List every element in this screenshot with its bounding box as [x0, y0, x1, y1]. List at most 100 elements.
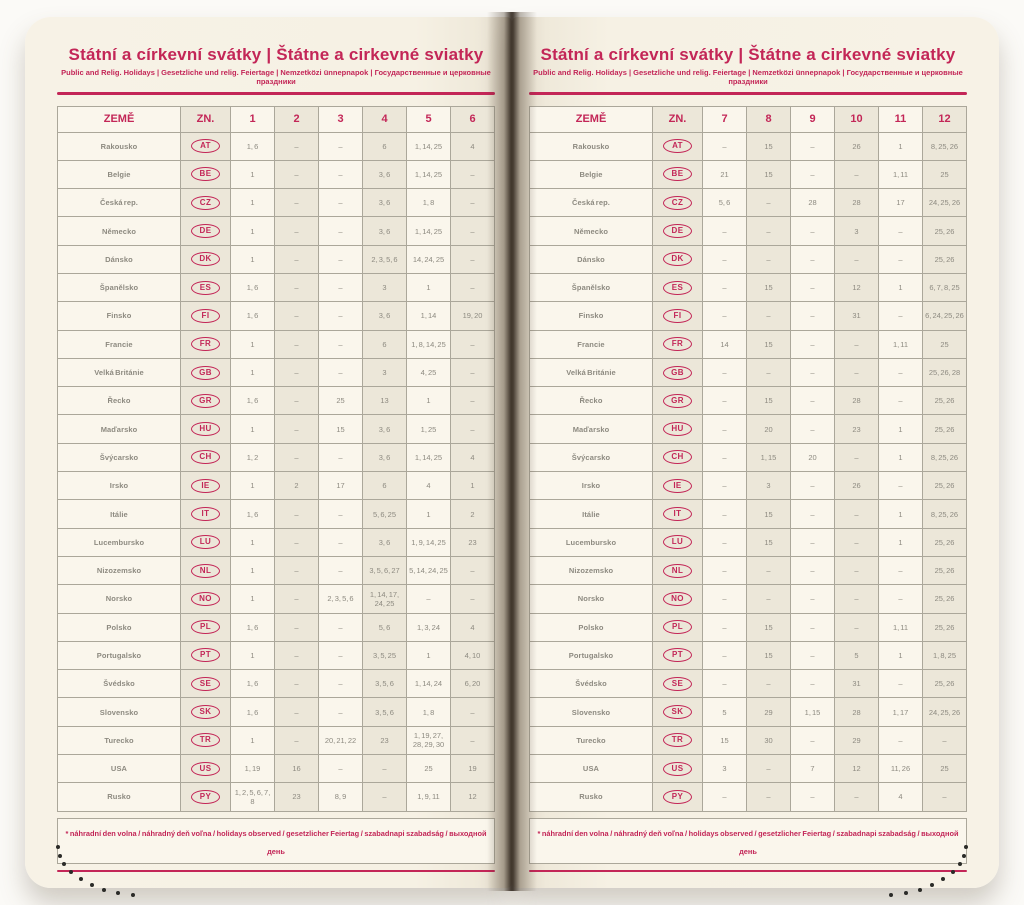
country-code-badge: HU [191, 422, 220, 437]
holiday-days-cell: – [790, 159, 835, 190]
holiday-days-cell: 25, 26 [922, 471, 967, 501]
country-code-cell: GR [652, 386, 703, 416]
holiday-days-cell: – [318, 244, 363, 274]
holiday-days-cell: – [274, 725, 319, 756]
holiday-days-cell: 30 [746, 725, 791, 756]
country-name: Rusko [57, 782, 181, 812]
table-row: Norsko NO – – – – –25, 26 [529, 584, 967, 614]
country-code-cell: SE [652, 669, 703, 699]
holiday-days-cell: 7 [790, 754, 835, 784]
holiday-days-cell: 29 [834, 725, 879, 756]
holiday-days-cell: 1, 9, 11 [406, 782, 451, 812]
holiday-days-cell: 1, 8 [406, 188, 451, 218]
country-name: Turecko [529, 725, 653, 756]
holiday-days-cell: 25 [922, 159, 967, 190]
month-column-header: 9 [790, 105, 835, 133]
holiday-days-cell: – [834, 782, 879, 812]
holiday-days-cell: 20 [746, 414, 791, 444]
country-name: Švýcarsko [57, 442, 181, 473]
holiday-days-cell: – [362, 782, 407, 812]
holiday-days-cell: – [318, 216, 363, 246]
perforation-dot [116, 891, 121, 896]
holiday-days-cell: 19, 20 [450, 301, 495, 331]
holiday-days-cell: – [318, 188, 363, 218]
holiday-days-cell: 3 [362, 272, 407, 303]
country-code-cell: IT [180, 499, 231, 529]
holiday-days-cell: 8, 25, 26 [922, 499, 967, 529]
perforation-dot [130, 892, 135, 897]
holiday-days-cell: – [790, 584, 835, 614]
country-name: Belgie [57, 159, 181, 190]
holiday-days-cell: 1 [230, 244, 275, 274]
holiday-days-cell: – [362, 754, 407, 784]
holiday-days-cell: 28 [790, 188, 835, 218]
holiday-days-cell: – [790, 527, 835, 557]
table-row: USA US 3–7 12 11, 26 25 [529, 754, 967, 784]
holiday-days-cell: – [450, 697, 495, 727]
country-name: Rakousko [529, 131, 653, 161]
holiday-days-cell: – [702, 131, 747, 161]
holiday-days-cell: 1 [230, 555, 275, 586]
holiday-days-cell: 1, 14, 25 [406, 442, 451, 473]
holiday-days-cell: – [790, 131, 835, 161]
country-name: Maďarsko [57, 414, 181, 444]
holiday-days-cell: – [790, 782, 835, 812]
country-code-badge: CZ [663, 195, 692, 210]
page-title: Státní a církevní svátky | Štátne a cirk… [68, 45, 484, 64]
country-name: Norsko [57, 584, 181, 614]
holiday-days-cell: – [790, 640, 835, 671]
holiday-days-cell: 1 [230, 527, 275, 557]
holiday-days-cell: 2 [274, 471, 319, 501]
holiday-days-cell: 1 [406, 640, 451, 671]
holiday-days-cell: 25, 26 [922, 669, 967, 699]
holiday-days-cell: 1, 14, 24 [406, 669, 451, 699]
country-name: Francie [57, 329, 181, 359]
table-row: Polsko PL –15– –1, 11 25, 26 [529, 612, 967, 642]
holiday-days-cell: – [790, 725, 835, 756]
perforation-dot [917, 888, 922, 893]
country-code-cell: LU [652, 527, 703, 557]
holiday-days-cell: – [274, 357, 319, 388]
perforation-dot [941, 877, 946, 882]
perforation-dot [102, 888, 107, 893]
holiday-days-cell: – [318, 527, 363, 557]
holiday-days-cell: – [878, 357, 923, 388]
holiday-days-cell: 4 [878, 782, 923, 812]
holiday-days-cell: – [878, 471, 923, 501]
table-row: Maďarsko HU 1–15 3, 6 1, 25– [57, 414, 495, 444]
holiday-days-cell: – [790, 669, 835, 699]
country-name: Česká rep. [529, 188, 653, 218]
country-code-cell: PY [180, 782, 231, 812]
holiday-days-cell: – [878, 244, 923, 274]
holiday-days-cell: 24, 25, 26 [922, 697, 967, 727]
holiday-days-cell: – [318, 329, 363, 359]
country-code-badge: CH [663, 450, 692, 465]
country-code-cell: CH [180, 442, 231, 473]
holiday-days-cell: 6, 20 [450, 669, 495, 699]
country-code-cell: ES [180, 272, 231, 303]
holiday-days-cell: – [274, 386, 319, 416]
holiday-days-cell: 25 [406, 754, 451, 784]
holiday-days-cell: 1, 2 [230, 442, 275, 473]
table-row: Polsko PL 1, 6– –5, 6 1, 3, 24 4 [57, 612, 495, 642]
holiday-days-cell: 29 [746, 697, 791, 727]
holiday-days-cell: – [834, 527, 879, 557]
holiday-days-cell: – [790, 244, 835, 274]
holiday-days-cell: – [702, 527, 747, 557]
holiday-days-cell: – [790, 216, 835, 246]
holiday-days-cell: 8, 9 [318, 782, 363, 812]
holiday-days-cell: – [274, 301, 319, 331]
country-code-cell: DK [652, 244, 703, 274]
holiday-days-cell: 1, 19, 27, 28, 29, 30 [406, 725, 451, 756]
bottom-rule [57, 869, 495, 872]
perforation-dot [963, 844, 968, 849]
holiday-days-cell: 1 [230, 471, 275, 501]
page-subtitle: Public and Relig. Holidays | Gesetzliche… [533, 68, 963, 86]
country-code-cell: LU [180, 527, 231, 557]
holiday-days-cell: 12 [834, 754, 879, 784]
holiday-days-cell: 1, 19 [230, 754, 275, 784]
holiday-days-cell: 5, 14, 24, 25 [406, 555, 451, 586]
country-name: Portugalsko [529, 640, 653, 671]
holiday-days-cell: – [702, 357, 747, 388]
holiday-days-cell: 14, 24, 25 [406, 244, 451, 274]
